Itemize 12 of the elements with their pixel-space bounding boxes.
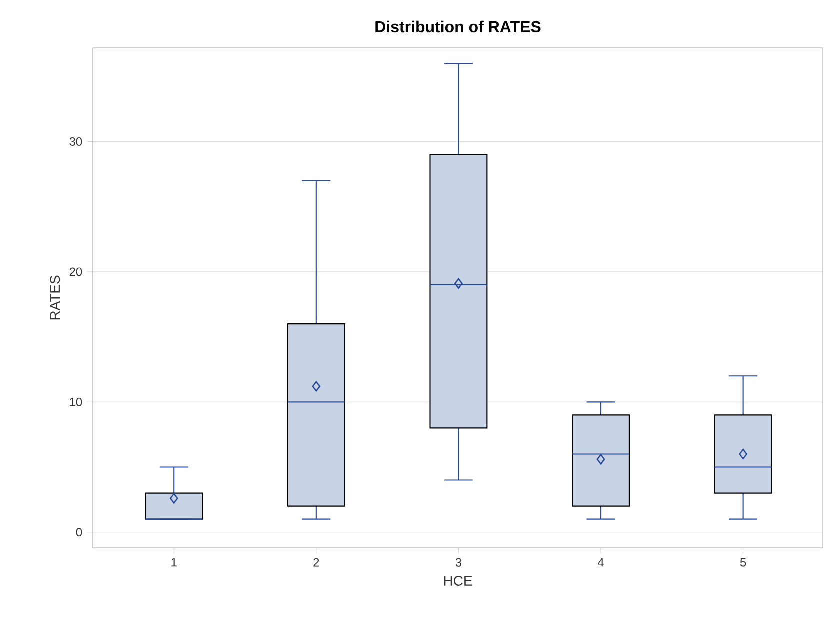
- y-axis-title: RATES: [50, 276, 60, 320]
- x-axis-title: HCE: [444, 576, 472, 586]
- y-tick-label: 20: [70, 268, 82, 276]
- x-tick-label: 4: [598, 558, 604, 567]
- chart-title: Distribution of RATES: [376, 20, 541, 33]
- x-tick-label: 5: [740, 558, 746, 567]
- y-tick-label: 30: [70, 137, 82, 146]
- x-tick-label: 3: [456, 558, 462, 567]
- y-tick-label: 0: [76, 528, 82, 537]
- y-tick-label: 10: [70, 398, 82, 406]
- x-tick-label: 1: [172, 558, 177, 567]
- x-tick-label: 2: [314, 558, 320, 567]
